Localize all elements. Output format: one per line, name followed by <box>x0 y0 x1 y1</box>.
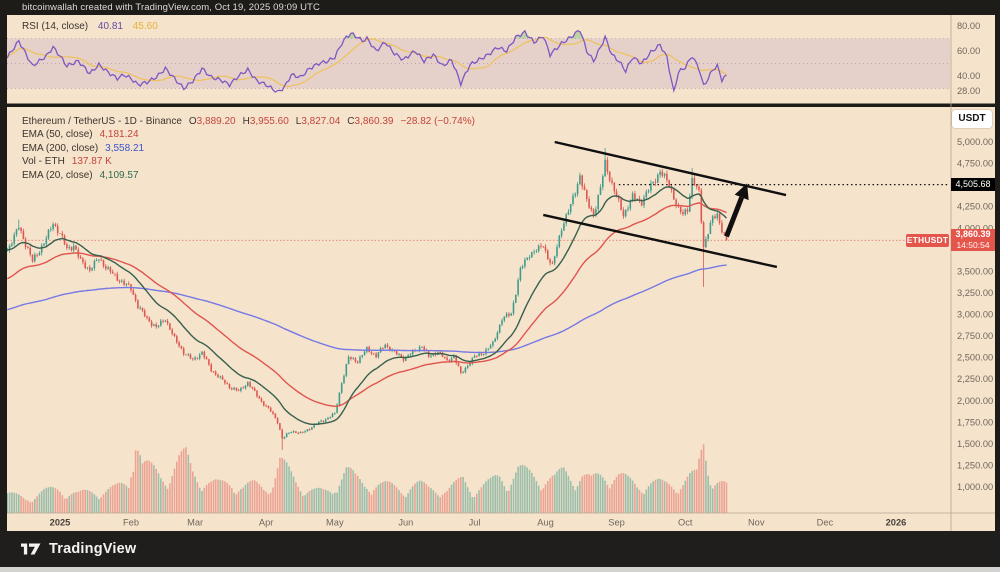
indicator-value: 3,558.21 <box>105 142 145 154</box>
tradingview-logo-icon[interactable] <box>20 541 42 557</box>
ohlc-pair: H3,955.60 <box>242 116 289 127</box>
ema-20-line <box>7 186 727 425</box>
symbol-badge: ETHUSDT <box>906 234 949 247</box>
candle-bodies-down <box>20 159 728 439</box>
symbol-title: Ethereum / TetherUS - 1D - Binance <box>22 116 182 127</box>
rsi-tick-label: 80.00 <box>957 21 980 31</box>
pane-separator <box>7 103 995 107</box>
indicator-value: 137.87 K <box>71 156 112 168</box>
time-tick-label: Nov <box>748 518 765 528</box>
rsi-tick-label: 40.00 <box>957 71 980 81</box>
time-tick-label: 2025 <box>50 518 71 528</box>
main-price-pane[interactable] <box>7 148 948 513</box>
volume-bars-down <box>20 444 728 513</box>
price-tick-label: 1,500.00 <box>957 439 993 449</box>
candle-bodies-up <box>7 159 719 439</box>
indicator-row[interactable]: EMA (200, close) 3,558.21 <box>22 142 475 155</box>
time-tick-label: May <box>326 518 344 528</box>
ohlc-pair: L3,827.04 <box>295 116 341 127</box>
footer-bar: TradingView <box>0 531 1000 567</box>
symbol-title-row[interactable]: Ethereum / TetherUS - 1D - Binance O3,889… <box>22 115 475 128</box>
rsi-tick-label: 60.00 <box>957 46 980 56</box>
indicator-row[interactable]: Vol - ETH 137.87 K <box>22 155 475 168</box>
rsi-pane[interactable] <box>7 29 950 94</box>
time-tick-label: 2026 <box>886 518 907 528</box>
candle-wicks-up <box>7 148 718 440</box>
rsi-line <box>7 29 727 94</box>
indicator-row[interactable]: EMA (50, close) 4,181.24 <box>22 128 475 141</box>
rsi-legend-label: RSI (14, close) <box>22 21 89 32</box>
symbol-legend: Ethereum / TetherUS - 1D - Binance O3,889… <box>22 115 475 182</box>
indicator-label: Vol - ETH <box>22 156 65 168</box>
price-tick-label: 2,750.00 <box>957 331 993 341</box>
time-tick-label: Jul <box>469 518 481 528</box>
ema-50-line <box>7 202 727 408</box>
price-tick-label: 4,750.00 <box>957 159 993 169</box>
price-tick-label: 3,250.00 <box>957 288 993 298</box>
price-tick-label: 1,000.00 <box>957 482 993 492</box>
time-scale[interactable]: 2025 Feb Mar Apr May Jun Jul Aug Sep Oct Nov Dec 202… <box>7 512 995 528</box>
price-tick-label: 5,000.00 <box>957 137 993 147</box>
chart-area[interactable]: 80.00 60.00 40.00 28.00 5,000.00 4,750.00 4,25… <box>7 15 995 531</box>
ohlc-pair: O3,889.20 <box>188 116 236 127</box>
ema-200-line <box>7 264 727 354</box>
price-tick-label: 4,250.00 <box>957 202 993 212</box>
last-price-tag: 3,860.39 14:50:54 <box>951 229 995 251</box>
indicator-row[interactable]: EMA (20, close) 4,109.57 <box>22 169 475 182</box>
time-tick-label: Dec <box>817 518 834 528</box>
bar-countdown: 14:50:54 <box>956 240 990 250</box>
price-scale[interactable]: 80.00 60.00 40.00 28.00 5,000.00 4,750.00 4,25… <box>950 15 993 531</box>
indicator-label: EMA (200, close) <box>22 142 99 154</box>
rsi-ma-line <box>7 36 727 88</box>
attribution-bar: bitcoinwallah created with TradingView.c… <box>0 0 1000 15</box>
ohlc-pair: C3,860.39 <box>347 116 394 127</box>
time-tick-label: Mar <box>187 518 203 528</box>
rsi-value: 40.81 <box>97 21 123 32</box>
currency-toggle-button[interactable]: USDT <box>952 110 992 128</box>
rsi-tick-label: 28.00 <box>957 86 980 96</box>
time-tick-label: Sep <box>608 518 625 528</box>
arrow-shaft <box>724 196 744 238</box>
arrow-head-icon <box>734 183 749 201</box>
price-tick-label: 2,500.00 <box>957 353 993 363</box>
price-chart-svg[interactable]: 80.00 60.00 40.00 28.00 5,000.00 4,750.00 4,25… <box>7 15 995 531</box>
time-tick-label: Apr <box>259 518 273 528</box>
time-tick-label: Jun <box>398 518 413 528</box>
price-tick-label: 3,000.00 <box>957 310 993 320</box>
time-tick-label: Oct <box>678 518 693 528</box>
attribution-text: bitcoinwallah created with TradingView.c… <box>22 2 320 13</box>
rsi-legend[interactable]: RSI (14, close) 40.81 45.60 <box>22 21 158 32</box>
tradingview-brand[interactable]: TradingView <box>49 541 137 557</box>
price-tick-label: 2,000.00 <box>957 396 993 406</box>
drawing-annotations[interactable] <box>542 140 948 269</box>
bottom-strip <box>0 567 1000 572</box>
rsi-ma-value: 45.60 <box>132 21 158 32</box>
time-tick-label: Aug <box>537 518 554 528</box>
last-price-value: 3,860.39 <box>955 229 991 239</box>
indicator-value: 4,181.24 <box>99 129 139 141</box>
indicator-label: EMA (50, close) <box>22 129 93 141</box>
price-tick-label: 3,500.00 <box>957 266 993 276</box>
indicator-label: EMA (20, close) <box>22 169 93 181</box>
price-tick-label: 4,000.00 <box>957 223 993 233</box>
indicator-value: 4,109.57 <box>99 169 139 181</box>
price-tick-label: 1,750.00 <box>957 417 993 427</box>
time-tick-label: Feb <box>123 518 139 528</box>
channel-upper-trendline <box>554 140 787 197</box>
price-tick-label: 1,250.00 <box>957 460 993 470</box>
price-tick-label: 2,250.00 <box>957 374 993 384</box>
change-value: −28.82 (−0.74%) <box>400 116 475 127</box>
target-price-tag: 4,505.68 <box>951 178 995 191</box>
volume-bars-up <box>7 454 719 513</box>
channel-lower-trendline <box>542 213 778 269</box>
